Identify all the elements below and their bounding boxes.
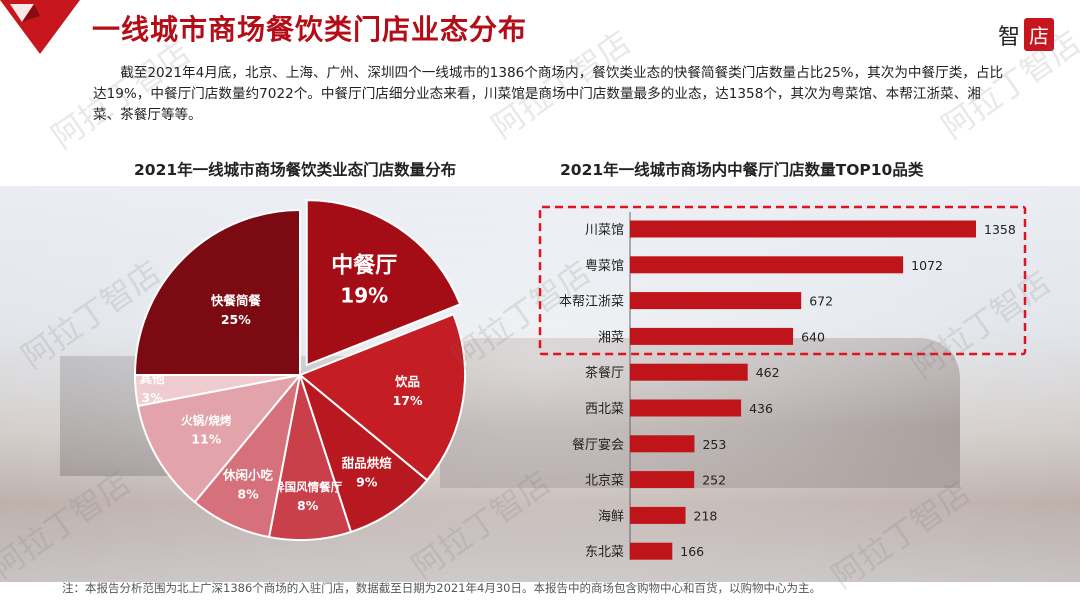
- bar: [630, 220, 976, 238]
- bar-value-label: 253: [702, 437, 726, 452]
- pie-slice: [305, 199, 462, 367]
- bar: [630, 327, 794, 345]
- bar-value-label: 252: [702, 473, 726, 488]
- pie-slice: [298, 312, 466, 482]
- bar-value-label: 1358: [984, 222, 1016, 237]
- pie-slice-value: 11%: [191, 431, 221, 446]
- pie-slice-label: 休闲小吃: [222, 467, 274, 482]
- bar-value-label: 640: [801, 329, 825, 344]
- pie-slice-value: 17%: [393, 393, 423, 408]
- page-title: 一线城市商场餐饮类门店业态分布: [92, 13, 528, 46]
- pie-slice-value: 19%: [340, 283, 388, 307]
- pie-chart-title: 2021年一线城市商场餐饮类业态门店数量分布: [134, 161, 457, 179]
- charts-canvas: 中餐厅19%饮品17%甜品烘焙9%异国风情餐厅8%休闲小吃8%火锅/烧烤11%其…: [133, 199, 1027, 560]
- pie-slice-label: 快餐简餐: [211, 293, 262, 308]
- pie-slice-value: 8%: [297, 498, 319, 513]
- bar-category-label: 茶餐厅: [585, 365, 624, 381]
- bar-value-label: 1072: [911, 258, 943, 273]
- footnote: 注：本报告分析范围为北上广深1386个商场的入驻门店，数据截至日期为2021年4…: [62, 581, 821, 595]
- pie-slice: [133, 208, 301, 376]
- highlight-box: [538, 205, 1027, 356]
- bar: [630, 256, 904, 274]
- bar-category-label: 本帮江浙菜: [559, 295, 624, 310]
- bar-chart-title: 2021年一线城市商场内中餐厅门店数量TOP10品类: [560, 161, 924, 179]
- bar: [630, 542, 673, 560]
- bar-category-label: 西北菜: [585, 402, 624, 417]
- bar: [630, 292, 802, 310]
- bar: [630, 506, 686, 524]
- bar: [630, 471, 695, 489]
- pie-slice-label: 甜品烘焙: [342, 455, 393, 470]
- pie-slice-value: 3%: [142, 390, 164, 405]
- pie-slice: [297, 372, 429, 534]
- summary-paragraph: 截至2021年4月底，北京、上海、广州、深圳四个一线城市的1386个商场内，餐饮…: [93, 65, 1004, 123]
- bar-value-label: 462: [756, 365, 780, 380]
- bar-value-label: 166: [680, 544, 704, 559]
- bar: [630, 399, 742, 417]
- bar-category-label: 北京菜: [585, 474, 624, 489]
- bar-value-label: 436: [749, 401, 773, 416]
- bar-category-label: 东北菜: [585, 545, 624, 560]
- brand-logo: 智 店: [998, 18, 1054, 51]
- pie-slice-label: 火锅/烧烤: [181, 413, 232, 427]
- bar: [630, 435, 695, 453]
- bar-category-label: 餐厅宴会: [572, 437, 624, 453]
- pie-slice-label: 中餐厅: [331, 253, 397, 278]
- bar-value-label: 672: [809, 294, 833, 309]
- bar: [630, 363, 748, 381]
- pie-slice-label: 异国风情餐厅: [273, 480, 342, 494]
- brand-triangle-logo: [0, 0, 80, 54]
- bar-category-label: 海鲜: [598, 509, 624, 524]
- brand-text-dian: 店: [1024, 18, 1054, 51]
- bar-value-label: 218: [694, 508, 718, 523]
- bar-category-label: 粤菜馆: [585, 258, 624, 274]
- bar-category-label: 川菜馆: [585, 223, 624, 238]
- brand-text-zhi: 智: [997, 24, 1020, 50]
- pie-slice-value: 25%: [221, 312, 251, 327]
- pie-slice-value: 9%: [356, 474, 378, 489]
- pie-slice-value: 8%: [237, 486, 259, 501]
- pie-slice-label: 饮品: [394, 374, 420, 389]
- pie-slice: [136, 373, 303, 504]
- bar-category-label: 湘菜: [598, 330, 624, 345]
